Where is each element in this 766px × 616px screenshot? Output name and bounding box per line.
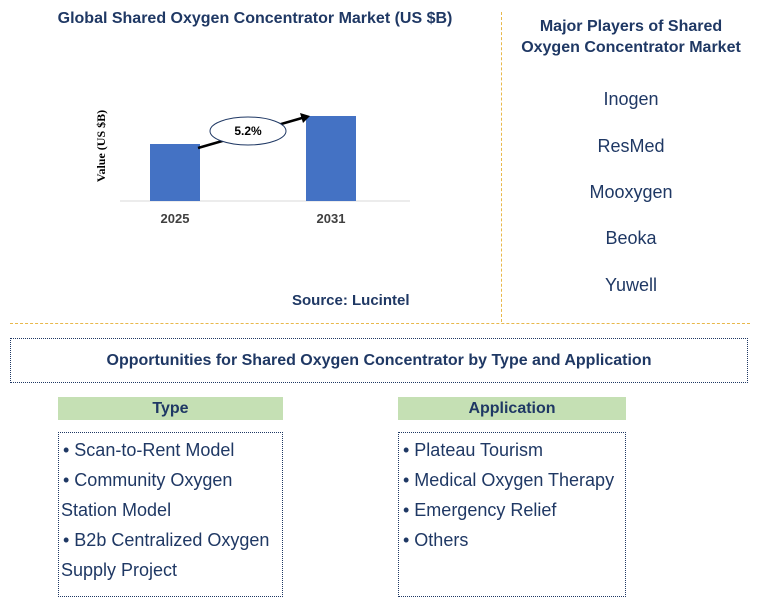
chart-title: Global Shared Oxygen Concentrator Market… bbox=[57, 10, 453, 27]
type-item: • Scan-to-Rent Model bbox=[63, 440, 235, 460]
type-item: • Community Oxygen bbox=[63, 470, 233, 490]
players-title-line1: Major Players of Shared bbox=[539, 18, 723, 35]
type-item: Supply Project bbox=[61, 560, 178, 580]
application-item: • Others bbox=[403, 530, 469, 550]
x-tick-label: 2031 bbox=[317, 211, 346, 226]
application-list: • Plateau Tourism • Medical Oxygen Thera… bbox=[403, 435, 625, 555]
growth-arrowhead bbox=[300, 113, 310, 123]
vertical-divider bbox=[501, 12, 502, 322]
players-title: Major Players of Shared Oxygen Concentra… bbox=[512, 16, 750, 58]
type-header: Type bbox=[58, 397, 283, 420]
application-item: • Medical Oxygen Therapy bbox=[403, 470, 615, 490]
horizontal-divider bbox=[10, 323, 750, 324]
bars-group bbox=[150, 116, 356, 201]
type-list: • Scan-to-Rent Model • Community Oxygen … bbox=[61, 435, 282, 585]
type-list-box: • Scan-to-Rent Model • Community Oxygen … bbox=[58, 432, 283, 597]
player-name: Beoka bbox=[605, 228, 657, 248]
application-item: • Plateau Tourism bbox=[403, 440, 544, 460]
application-header: Application bbox=[398, 397, 626, 420]
opportunities-title: Opportunities for Shared Oxygen Concentr… bbox=[10, 338, 748, 383]
cagr-label: 5.2% bbox=[234, 124, 262, 138]
player-name: Mooxygen bbox=[589, 182, 673, 202]
player-name: Yuwell bbox=[604, 275, 658, 295]
source-label: Source: Lucintel bbox=[292, 292, 410, 309]
player-name: Inogen bbox=[603, 89, 659, 109]
x-tick-label: 2025 bbox=[161, 211, 190, 226]
players-title-line2: Oxygen Concentrator Market bbox=[521, 39, 741, 56]
cagr-ellipse bbox=[209, 116, 287, 146]
bar-chart: Value (US $B) 2025 2031 5.2% bbox=[94, 110, 410, 226]
application-list-box: • Plateau Tourism • Medical Oxygen Thera… bbox=[398, 432, 626, 597]
application-item: • Emergency Relief bbox=[403, 500, 557, 520]
type-item: • B2b Centralized Oxygen bbox=[63, 530, 270, 550]
type-item: Station Model bbox=[61, 500, 172, 520]
x-tick-labels: 2025 2031 bbox=[161, 211, 346, 226]
bar-2025 bbox=[150, 144, 200, 201]
y-axis-label: Value (US $B) bbox=[94, 110, 108, 182]
bar-2031 bbox=[306, 116, 356, 201]
player-name: ResMed bbox=[597, 136, 665, 156]
